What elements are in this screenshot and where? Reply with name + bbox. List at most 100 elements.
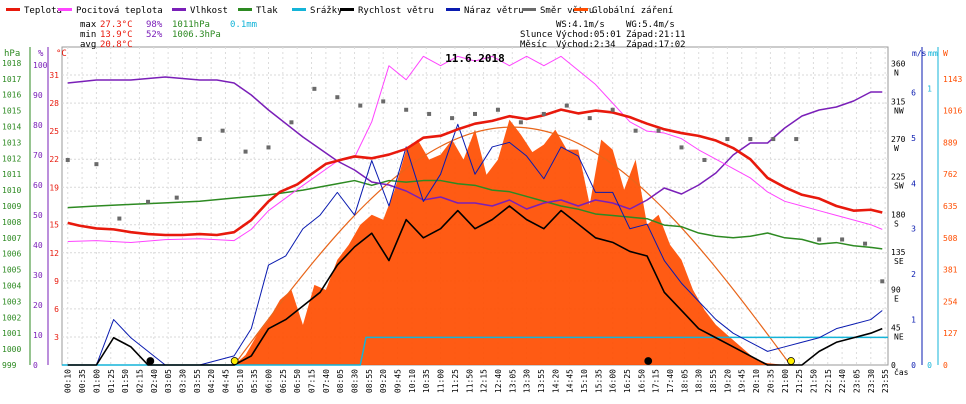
legend-label: Směr větru xyxy=(540,6,594,16)
legend-label: Teplota xyxy=(24,6,62,16)
x-tick-label: 09:20 xyxy=(379,369,388,393)
hpa-tick-label: 1010 xyxy=(2,186,21,195)
wind-direction-point xyxy=(65,157,70,162)
mm-tick-label: 0 xyxy=(927,361,932,370)
radiation-clear-sky-curve xyxy=(233,126,791,366)
legend-swatch xyxy=(238,8,252,11)
ms-tick-label: 5 xyxy=(911,134,916,143)
w-tick-label: 508 xyxy=(943,234,958,243)
stats-min-label: min xyxy=(80,30,96,40)
stats-max-rain: 0.1mm xyxy=(230,20,257,30)
info-sun-rise: Východ:05:01 xyxy=(556,30,621,40)
x-tick-label: 13:30 xyxy=(523,369,532,393)
wind-direction-point xyxy=(197,137,202,142)
header-stats: 11.6.2018 max 27.3°C 98% 1011hPa 0.1mm min 13.9… xyxy=(80,20,686,65)
wind-direction-point xyxy=(220,128,225,133)
axis-unit-hpa: hPa xyxy=(4,49,20,59)
stats-min-pressure: 1006.3hPa xyxy=(172,30,221,40)
percent-tick-label: 90 xyxy=(33,91,43,100)
x-tick-label: 12:15 xyxy=(480,369,489,393)
hpa-tick-label: 1000 xyxy=(2,345,21,354)
series-lines xyxy=(62,55,888,366)
x-tick-label: 15:35 xyxy=(594,369,603,393)
wind-direction-point xyxy=(427,111,432,116)
x-tick-label: 18:05 xyxy=(680,369,689,393)
ms-tick-label: 6 xyxy=(911,88,916,97)
wind-direction-point xyxy=(610,107,615,112)
legend-label: Tlak xyxy=(256,6,278,16)
stats-max-temp: 27.3°C xyxy=(100,20,133,30)
legend-label: Globální záření xyxy=(592,6,673,16)
stats-avg-temp: 20.8°C xyxy=(100,40,133,50)
wind-direction-point xyxy=(633,128,638,133)
x-tick-label: 06:50 xyxy=(293,369,302,393)
wind-direction-point xyxy=(587,116,592,121)
wind-direction-point xyxy=(679,145,684,150)
direction-compass-label: S xyxy=(894,219,899,228)
sun-marker xyxy=(787,357,795,365)
wind-direction-point xyxy=(725,137,730,142)
wind-direction-point xyxy=(312,86,317,91)
ms-tick-label: 1 xyxy=(911,316,916,325)
direction-tick-label: 45 xyxy=(891,323,901,332)
wind-direction-point xyxy=(656,128,661,133)
series-apparent-temperature xyxy=(67,55,883,243)
x-tick-label: 07:40 xyxy=(322,369,331,393)
x-tick-label: 08:30 xyxy=(351,369,360,393)
legend-swatch xyxy=(574,8,588,11)
percent-tick-label: 100 xyxy=(33,61,48,70)
x-tick-label: 07:15 xyxy=(308,369,317,393)
percent-tick-label: 80 xyxy=(33,121,43,130)
x-tick-label: 21:00 xyxy=(781,369,790,393)
x-tick-label: 23:55 xyxy=(881,369,890,393)
legend-label: Vlhkost xyxy=(190,6,228,16)
x-tick-label: 16:00 xyxy=(609,369,618,393)
w-tick-label: 1016 xyxy=(943,107,962,116)
w-tick-label: 889 xyxy=(943,138,958,147)
percent-tick-label: 30 xyxy=(33,271,43,280)
temperature-tick-label: 12 xyxy=(49,249,59,258)
hpa-tick-label: 1006 xyxy=(2,250,21,259)
x-tick-label: 06:00 xyxy=(265,369,274,393)
legend-swatch xyxy=(292,8,306,11)
x-tick-label: 03:05 xyxy=(164,369,173,393)
wind-direction-point xyxy=(880,279,885,284)
temperature-tick-label: 22 xyxy=(49,155,59,164)
radiation-layer xyxy=(233,119,791,366)
wind-direction-point xyxy=(146,199,151,204)
hpa-tick-label: 1012 xyxy=(2,154,21,163)
wind-direction-point xyxy=(794,137,799,142)
direction-tick-label: 180 xyxy=(891,210,906,219)
x-tick-label: 04:20 xyxy=(207,369,216,393)
hpa-tick-label: 1008 xyxy=(2,218,21,227)
x-tick-label: 10:35 xyxy=(422,369,431,393)
x-tick-label: 14:20 xyxy=(551,369,560,393)
percent-tick-label: 10 xyxy=(33,331,43,340)
x-tick-label: 09:45 xyxy=(394,369,403,393)
x-tick-label: 17:40 xyxy=(666,369,675,393)
percent-tick-label: 50 xyxy=(33,211,43,220)
direction-tick-label: 270 xyxy=(891,135,906,144)
stats-max-humidity: 98% xyxy=(146,20,163,30)
wind-direction-point xyxy=(473,111,477,116)
wind-direction-point xyxy=(495,107,500,112)
hpa-tick-label: 1007 xyxy=(2,234,21,243)
stats-max-pressure: 1011hPa xyxy=(172,20,210,30)
x-tick-label: 04:45 xyxy=(221,369,230,393)
x-tick-label: 05:35 xyxy=(250,369,259,393)
w-tick-label: 381 xyxy=(943,266,958,275)
x-tick-label: 23:05 xyxy=(852,369,861,393)
hpa-tick-label: 1014 xyxy=(2,123,21,132)
direction-tick-label: 315 xyxy=(891,97,906,106)
axis-unit-time: čas xyxy=(894,367,909,377)
temperature-tick-label: 31 xyxy=(49,71,59,80)
legend: Teplota Pocitová teplota Vlhkost Tlak Srážky… xyxy=(6,6,673,16)
direction-compass-label: NW xyxy=(894,106,904,115)
x-tick-label: 18:30 xyxy=(695,369,704,393)
mm-tick-label: 1 xyxy=(927,84,932,93)
ms-tick-label: 4 xyxy=(911,179,916,188)
x-tick-label: 10:10 xyxy=(408,369,417,393)
info-moon-rise: Východ:2:34 xyxy=(556,40,616,50)
x-tick-label: 08:05 xyxy=(336,369,345,393)
